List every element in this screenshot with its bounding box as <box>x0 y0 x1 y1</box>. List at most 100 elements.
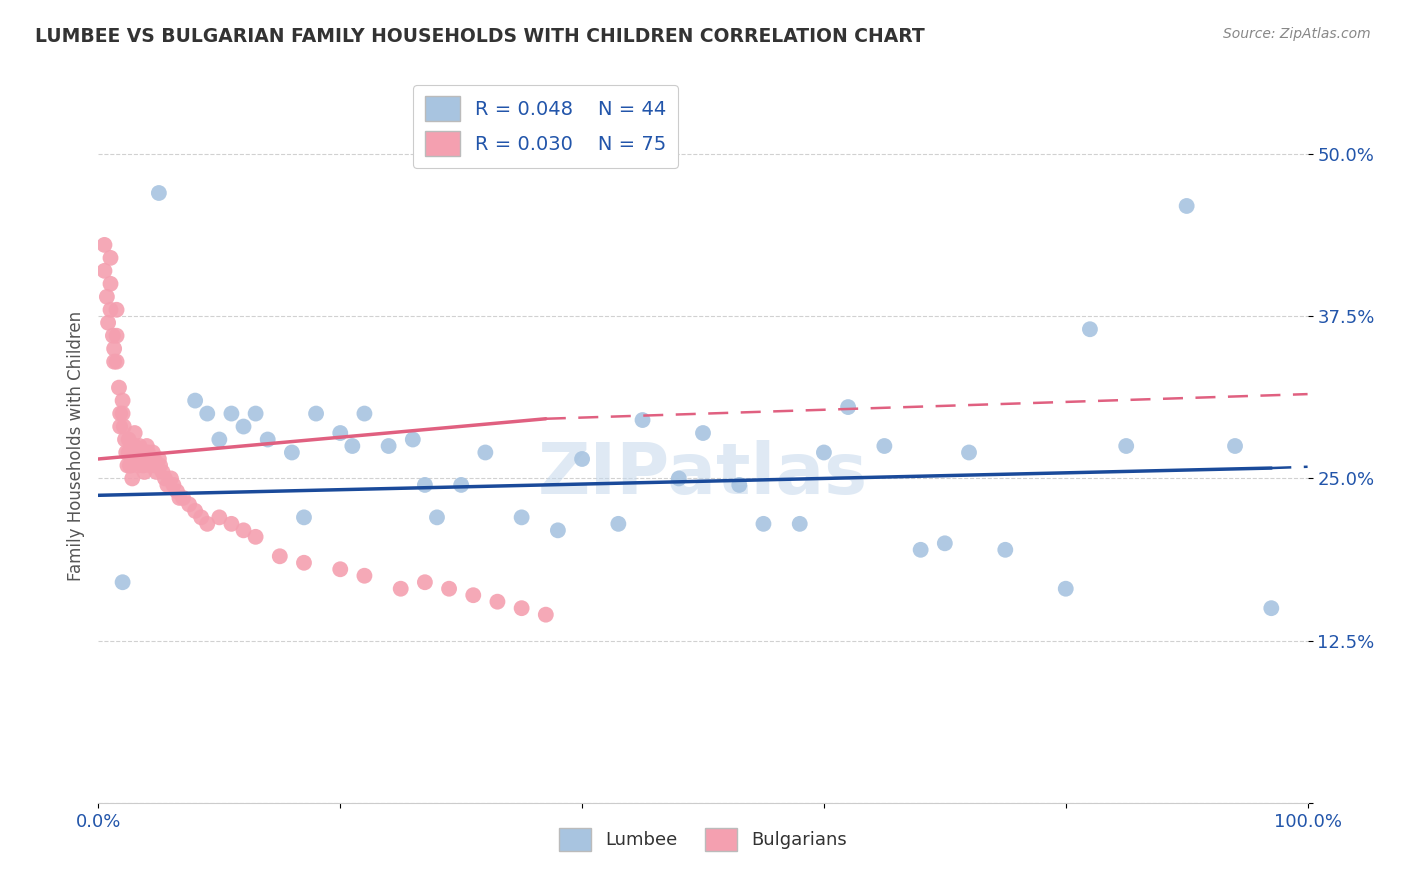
Point <box>121 471 143 485</box>
Point <box>195 516 218 531</box>
Point <box>105 302 128 317</box>
Point <box>474 445 496 459</box>
Point <box>256 433 278 447</box>
Point <box>153 471 176 485</box>
Point <box>145 465 167 479</box>
Point <box>292 556 315 570</box>
Point <box>668 471 690 485</box>
Point <box>103 342 125 356</box>
Point <box>142 445 165 459</box>
Point <box>305 407 328 421</box>
Point <box>389 582 412 596</box>
Point <box>510 601 533 615</box>
Point <box>208 510 231 524</box>
Point <box>413 575 436 590</box>
Point <box>607 516 630 531</box>
Point <box>281 445 304 459</box>
Point <box>377 439 399 453</box>
Point <box>156 478 179 492</box>
Point <box>143 452 166 467</box>
Point <box>728 478 751 492</box>
Point <box>353 568 375 582</box>
Point <box>148 452 170 467</box>
Point <box>547 524 569 538</box>
Point <box>127 458 149 473</box>
Point <box>166 484 188 499</box>
Point <box>111 393 134 408</box>
Point <box>329 425 352 440</box>
Point <box>813 445 835 459</box>
Point <box>120 445 142 459</box>
Point <box>118 433 141 447</box>
Point <box>100 302 122 317</box>
Point <box>534 607 557 622</box>
Point <box>128 439 150 453</box>
Point <box>994 542 1017 557</box>
Point <box>100 251 122 265</box>
Point <box>232 419 254 434</box>
Point <box>413 478 436 492</box>
Point <box>463 588 485 602</box>
Point <box>162 478 184 492</box>
Point <box>114 433 136 447</box>
Point <box>138 452 160 467</box>
Point <box>631 413 654 427</box>
Point <box>125 445 148 459</box>
Point <box>184 393 207 408</box>
Point <box>136 445 159 459</box>
Point <box>195 407 218 421</box>
Point <box>342 439 364 453</box>
Point <box>245 407 267 421</box>
Text: LUMBEE VS BULGARIAN FAMILY HOUSEHOLDS WITH CHILDREN CORRELATION CHART: LUMBEE VS BULGARIAN FAMILY HOUSEHOLDS WI… <box>35 27 925 45</box>
Text: ZIPatlas: ZIPatlas <box>538 440 868 509</box>
Point <box>108 407 131 421</box>
Point <box>152 465 174 479</box>
Legend: Lumbee, Bulgarians: Lumbee, Bulgarians <box>551 821 855 858</box>
Point <box>117 458 139 473</box>
Point <box>111 575 134 590</box>
Point <box>97 316 120 330</box>
Point <box>910 542 932 557</box>
Y-axis label: Family Households with Children: Family Households with Children <box>66 311 84 581</box>
Point <box>957 445 980 459</box>
Point <box>437 582 460 596</box>
Point <box>1054 582 1077 596</box>
Point <box>1115 439 1137 453</box>
Point <box>105 354 128 368</box>
Point <box>118 458 141 473</box>
Point <box>1078 322 1101 336</box>
Point <box>108 381 131 395</box>
Point <box>221 407 243 421</box>
Point <box>510 510 533 524</box>
Point <box>93 238 115 252</box>
Point <box>124 425 146 440</box>
Point <box>131 452 153 467</box>
Point <box>184 504 207 518</box>
Point <box>100 277 122 291</box>
Point <box>129 445 152 459</box>
Point <box>752 516 775 531</box>
Point <box>101 328 124 343</box>
Point <box>571 452 593 467</box>
Point <box>426 510 449 524</box>
Point <box>143 458 166 473</box>
Point <box>789 516 811 531</box>
Point <box>134 465 156 479</box>
Point <box>149 458 172 473</box>
Text: Source: ZipAtlas.com: Source: ZipAtlas.com <box>1223 27 1371 41</box>
Point <box>245 530 267 544</box>
Point <box>292 510 315 524</box>
Point <box>148 186 170 200</box>
Point <box>169 491 191 505</box>
Point <box>837 400 859 414</box>
Point <box>96 290 118 304</box>
Point <box>873 439 896 453</box>
Point <box>269 549 291 564</box>
Point <box>172 491 194 505</box>
Point <box>108 419 131 434</box>
Point <box>118 445 141 459</box>
Point <box>120 458 142 473</box>
Point <box>103 354 125 368</box>
Point <box>692 425 714 440</box>
Point <box>111 407 134 421</box>
